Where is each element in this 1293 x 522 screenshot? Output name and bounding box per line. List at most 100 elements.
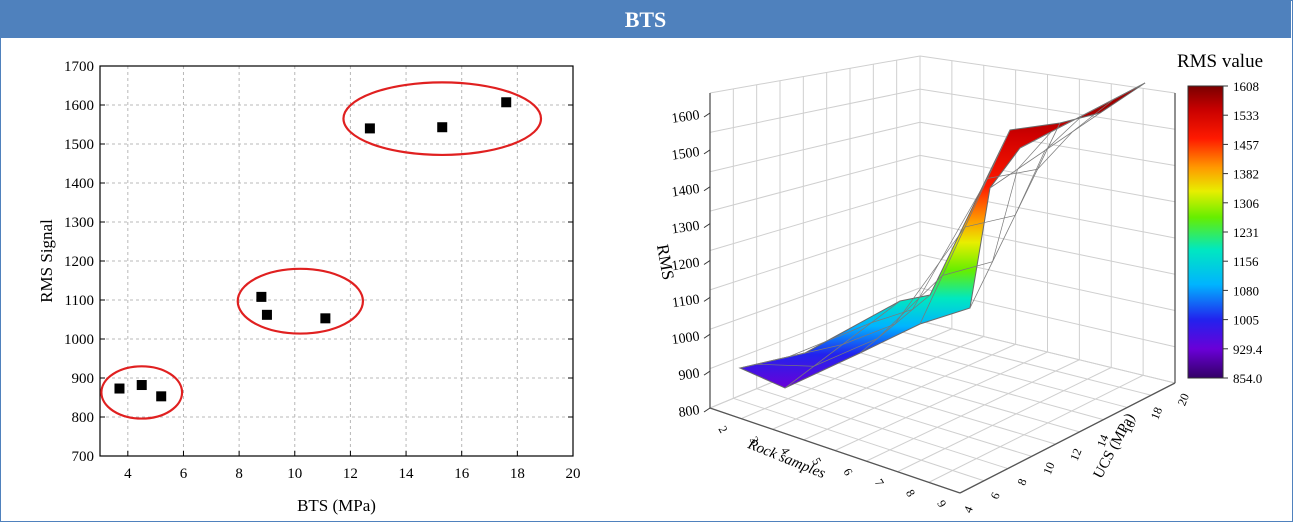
y-axis-label: RMS Signal [37, 219, 56, 303]
colorbar-gradient [1187, 85, 1224, 379]
y-tick-label: 1200 [64, 254, 94, 270]
ucs-tick-label: 16 [1121, 419, 1138, 435]
x-tick-label: 18 [510, 466, 525, 482]
colorbar: 1608 1533 1457 1382 1306 1231 1156 1080 1005 929.… [1187, 79, 1263, 386]
colorbar-tick-label: 1231 [1233, 225, 1259, 240]
ucs-tick-label: 18 [1148, 405, 1165, 421]
colorbar-tick-label: 1080 [1233, 283, 1259, 298]
z-tick [703, 112, 711, 118]
z-tick-labels: 800 900 1000 1100 1200 1300 1400 1500 1600 [671, 108, 711, 421]
box-grid-line [928, 374, 1144, 483]
box-grid-line [919, 121, 1176, 166]
box-grid-line [733, 397, 985, 482]
z-tick-label: 1600 [671, 108, 701, 127]
z-tick-label: 800 [678, 403, 701, 421]
box-grid-line [873, 339, 1128, 408]
y-tick-label: 1000 [64, 332, 94, 348]
box-grid-line [919, 320, 1176, 384]
data-point [437, 122, 448, 133]
colorbar-tick-label: 1306 [1233, 196, 1260, 211]
x-tick-label: 4 [124, 466, 132, 482]
z-tick-label: 900 [678, 366, 701, 384]
z-tick [703, 186, 711, 192]
figure-header: BTS [0, 0, 1291, 38]
z-tick [703, 407, 711, 413]
data-point [114, 383, 125, 394]
cluster-ellipse [342, 81, 543, 157]
ucs-tick-label: 8 [1014, 477, 1029, 488]
ucs-tick-label: 20 [1175, 391, 1192, 407]
scatter-grid [100, 66, 573, 456]
ucs-tick-label: 6 [988, 490, 1003, 501]
z-tick-label: 1100 [671, 292, 700, 311]
z-axis-label: RMS [653, 243, 678, 282]
box-grid-line [919, 188, 1176, 239]
z-tick-label: 1300 [671, 219, 701, 238]
box-grid-line [709, 407, 961, 494]
colorbar-tick-label: 929.4 [1233, 342, 1263, 357]
y-tick-label: 700 [72, 449, 95, 465]
scatter-points [114, 97, 512, 402]
ucs-tick-label: 12 [1067, 446, 1084, 462]
box-grid-line [803, 343, 1016, 441]
data-point [256, 291, 267, 302]
box-grid-line [741, 328, 953, 420]
cluster-ellipse [236, 267, 365, 335]
box-grid-line [709, 221, 921, 291]
scatter-axes [99, 65, 574, 457]
box-grid-line [709, 188, 921, 251]
ucs-tick-label: 4 [961, 504, 976, 515]
box-grid-line [866, 359, 1080, 462]
z-tick [703, 370, 711, 376]
x-tick-label: 10 [287, 466, 302, 482]
surface-wire [756, 82, 1146, 367]
rock-samples-tick-label: 7 [872, 476, 887, 488]
rock-samples-tick-label: 6 [841, 466, 856, 478]
data-point [261, 309, 272, 320]
z-tick [703, 333, 711, 339]
box-grid-line [919, 55, 1176, 94]
surface-box-grid [709, 55, 1176, 494]
data-point [501, 97, 512, 108]
box-grid-line [897, 367, 1112, 473]
x-tick-label: 6 [180, 466, 188, 482]
rock-samples-tick-label: 8 [903, 487, 918, 499]
ucs-tick-labels: 4 68 10 12 14 16 18 20 [961, 391, 1192, 515]
box-grid-line [709, 154, 921, 212]
box-grid-line [849, 349, 1104, 421]
y-tick-label: 1600 [64, 98, 94, 114]
cluster-ellipses [100, 81, 543, 420]
y-tick-label: 1100 [65, 293, 94, 309]
x-tick-label: 12 [343, 466, 358, 482]
x-tick-label: 8 [235, 466, 243, 482]
y-tick-label: 1500 [64, 137, 94, 153]
colorbar-title: RMS value [1177, 51, 1263, 72]
z-tick [703, 296, 711, 302]
plot-border [99, 65, 574, 457]
rock-samples-tick-label: 2 [716, 423, 731, 435]
y-tick-label: 800 [72, 410, 95, 426]
z-tick [703, 260, 711, 265]
box-grid-line [709, 88, 921, 133]
z-tick-label: 1200 [671, 256, 701, 275]
data-point [136, 380, 147, 391]
z-tick-label: 1400 [671, 182, 701, 201]
colorbar-tick-label: 854.0 [1233, 371, 1262, 386]
y-tick-label: 900 [72, 371, 95, 387]
x-axis-label: BTS (MPa) [297, 496, 376, 515]
colorbar-tick-label: 1533 [1233, 108, 1259, 123]
cluster-ellipse [100, 365, 184, 420]
y-tick-label: 1400 [64, 176, 94, 192]
y-tick-label: 1300 [64, 215, 94, 231]
data-point [156, 391, 167, 402]
box-grid-line [709, 254, 921, 330]
box-grid-line [779, 378, 1032, 457]
z-tick [703, 149, 711, 155]
colorbar-tick-label: 1457 [1233, 137, 1260, 152]
ucs-tick-label: 14 [1094, 433, 1111, 449]
box-grid-line [834, 351, 1048, 451]
colorbar-tick-label: 1608 [1233, 79, 1259, 94]
box-grid-line [709, 55, 921, 94]
surface-wire [772, 82, 1146, 361]
